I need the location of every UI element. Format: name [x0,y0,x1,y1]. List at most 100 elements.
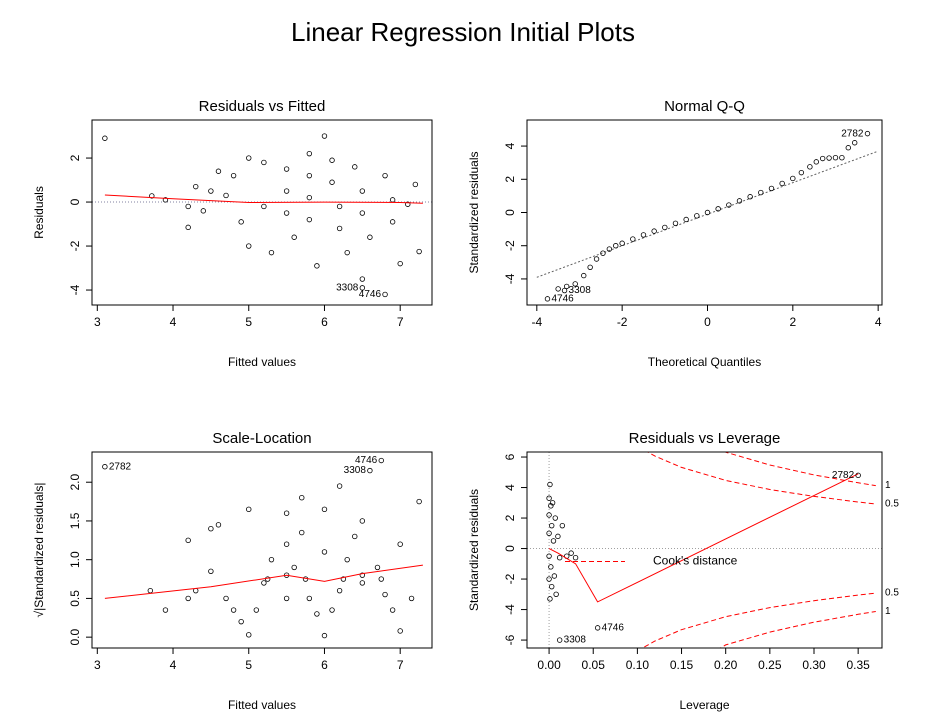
outlier-point [367,467,373,474]
outlier-label: 4746 [602,623,625,634]
point [683,216,689,223]
x-tick-label: 7 [397,315,404,329]
outlier-label: 2782 [841,128,864,139]
point [208,188,214,194]
x-tick-label: 4 [170,658,177,672]
point [223,595,229,602]
outlier-label: 4746 [551,293,574,304]
point [553,591,559,598]
point [329,607,335,613]
point [352,533,358,540]
plot-frame [526,119,883,306]
smooth-line [104,194,423,204]
point [549,500,556,506]
point [215,522,222,528]
point [238,618,244,625]
contour-label: 1 [885,480,891,491]
plot-area [527,452,882,648]
point [819,155,826,162]
point [238,219,244,225]
x-tick-label: 0.20 [714,658,738,672]
panel-title: Scale-Location [212,430,311,447]
plot-frame [91,119,433,306]
point [283,541,290,547]
point [223,192,229,199]
point [200,208,207,214]
x-tick-label: 0.35 [846,658,870,672]
point [283,510,290,516]
point [581,272,587,279]
point [568,550,574,556]
point [329,157,335,163]
y-tick-label: -2 [503,240,517,251]
point [640,232,647,238]
point [613,243,619,249]
point [630,236,636,242]
point [546,530,552,536]
point [268,249,275,256]
contour-label: 1 [885,606,891,617]
x-tick-label: 4 [170,315,177,329]
x-tick-label: 6 [321,658,328,672]
point [321,549,328,555]
point [550,538,557,544]
point [344,556,350,563]
contour-label: 0.5 [885,499,899,510]
point [845,145,851,151]
point [283,595,290,602]
point [547,481,553,488]
outlier-label: 4746 [359,289,382,300]
point [147,587,154,594]
point [359,188,366,194]
outlier-point [864,130,871,137]
point [546,576,552,582]
x-tick-label: 0.10 [626,658,650,672]
outlier-point [544,296,551,302]
x-tick-label: 0.25 [758,658,782,672]
point [336,203,343,210]
point [185,595,191,602]
point [619,240,625,246]
x-tick-label: 2 [789,315,796,329]
point [185,203,191,210]
x-tick-label: 7 [397,658,404,672]
point [408,595,415,602]
x-tick-label: 0.05 [582,658,606,672]
smooth-line [548,473,859,603]
point [555,286,561,292]
y-tick-label: 0 [503,209,517,216]
point [306,595,313,602]
contour-label: 0.5 [885,588,899,599]
y-axis-label: Standardized residuals [467,151,481,273]
point [329,179,335,185]
point [389,219,396,225]
point [321,133,328,139]
cooks-contour [646,452,876,505]
point [283,188,290,194]
point [378,576,384,582]
point [299,495,305,501]
point [382,591,388,598]
y-tick-label: 2 [68,154,82,161]
point [283,166,290,172]
outlier-point [102,464,108,470]
point [600,250,606,256]
figure-title: Linear Regression Initial Plots [291,17,635,47]
point [193,183,199,190]
point [768,185,775,192]
point [336,483,343,489]
point [563,283,570,290]
outlier-point [561,287,568,294]
point [264,576,271,582]
outlier-label: 3308 [564,635,587,646]
point [283,210,290,216]
point [185,537,191,544]
point [546,495,552,501]
x-tick-label: 6 [321,315,328,329]
qq-line [536,150,879,278]
point [779,180,785,187]
x-axis-label: Leverage [679,698,729,712]
x-axis-label: Theoretical Quantiles [648,355,761,369]
y-tick-label: 6 [503,453,517,460]
point [359,210,366,216]
